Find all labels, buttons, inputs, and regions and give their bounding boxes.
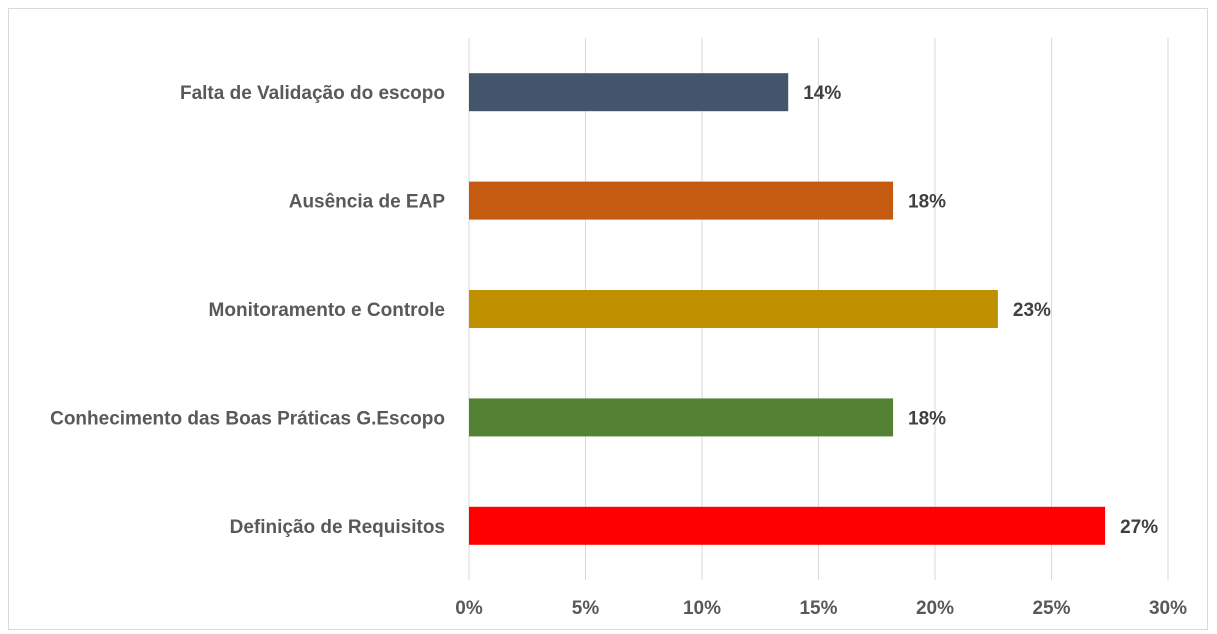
bars — [469, 73, 1106, 545]
bar — [469, 290, 998, 328]
category-label: Ausência de EAP — [289, 192, 446, 213]
category-label: Definição de Requisitos — [230, 517, 445, 538]
x-tick-label: 20% — [916, 598, 954, 619]
x-axis-tick-labels: 0% 5% 10% 15% 20% 25% 30% — [455, 598, 1187, 619]
x-tick-label: 30% — [1149, 598, 1187, 619]
x-tick-label: 0% — [455, 598, 483, 619]
bar — [469, 73, 789, 112]
data-label: 27% — [1120, 517, 1158, 538]
category-label: Falta de Validação do escopo — [180, 83, 445, 104]
data-label: 23% — [1013, 300, 1051, 321]
x-tick-label: 10% — [683, 598, 721, 619]
category-label: Conhecimento das Boas Práticas G.Escopo — [50, 408, 445, 429]
x-tick-label: 5% — [572, 598, 600, 619]
x-tick-label: 15% — [799, 598, 837, 619]
category-label: Monitoramento e Controle — [209, 300, 445, 321]
data-label: 14% — [803, 83, 841, 104]
bar — [469, 506, 1106, 545]
data-label: 18% — [908, 408, 946, 429]
data-labels: 14% 18% 23% 18% 27% — [803, 83, 1158, 538]
data-label: 18% — [908, 192, 946, 213]
category-labels: Falta de Validação do escopo Ausência de … — [50, 83, 445, 538]
bar — [469, 181, 894, 220]
bar — [469, 398, 894, 437]
x-tick-label: 25% — [1032, 598, 1070, 619]
